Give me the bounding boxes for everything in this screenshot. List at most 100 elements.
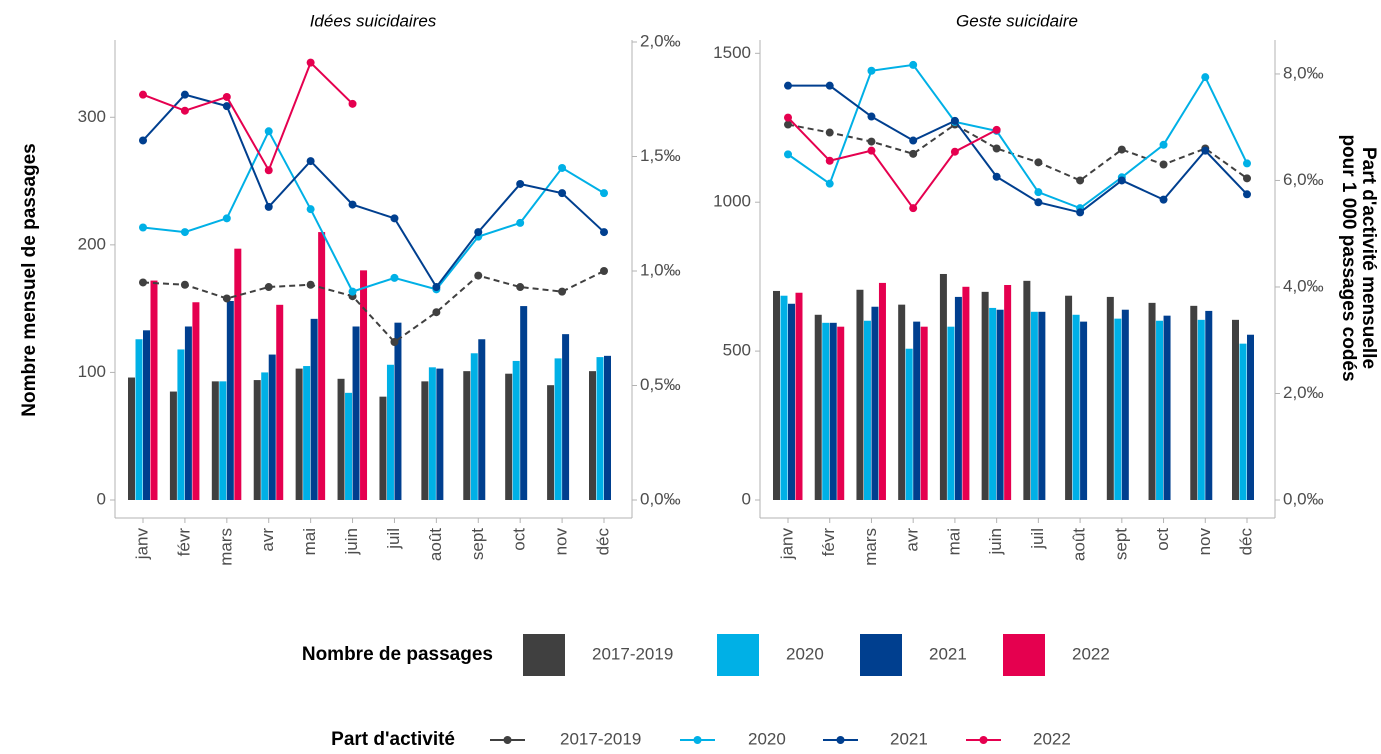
line-point [950,147,959,156]
legend-label: 2021 [929,644,967,663]
legend-label: 2017-2019 [592,644,673,663]
bar [989,307,997,500]
line-point [1243,174,1251,183]
y2-tick-label: 1,0‰ [640,260,681,279]
line-point [516,283,525,292]
line-point [432,308,441,317]
line-point [909,60,918,69]
line-point [432,283,441,292]
line [142,93,605,289]
line-point [1034,158,1043,167]
bar [261,372,269,500]
line-point [390,337,399,346]
bar [386,364,394,500]
line [142,60,354,173]
bar [1190,305,1198,500]
bar [939,273,947,500]
y2-tick-label: 8,0‰ [1283,63,1324,82]
bar [226,300,234,500]
legend-label: 2017-2019 [560,729,641,748]
bar [128,377,135,500]
x-tick-label: nov [552,528,571,556]
line-point [474,271,483,280]
bar [211,381,219,500]
line-point [867,146,876,155]
line-point [180,280,189,289]
x-tick-label: déc [593,528,612,556]
y2-tick-label: 0,0‰ [640,489,681,508]
bar [562,334,570,500]
line-point [139,278,147,287]
line-point [950,116,959,125]
bar [428,367,436,500]
line-point [867,137,876,146]
bar [463,371,471,500]
bar [554,358,562,500]
bar [310,318,318,500]
line-point [1076,208,1085,217]
line-point [909,136,918,145]
y2-tick-label: 0,5‰ [640,375,681,394]
legend-title: Nombre de passages [302,644,493,665]
bar [1247,334,1254,500]
panel-title: Geste suicidaire [956,11,1078,30]
line-point [139,223,147,232]
legend-label: 2020 [748,729,786,748]
x-tick-label: juin [342,528,361,555]
bar [962,286,970,500]
y-tick-label: 300 [78,107,106,126]
line [142,129,605,293]
x-tick-label: juil [1028,528,1047,550]
bar [337,378,345,500]
line-point [306,280,315,289]
y2-tick-label: 2,0‰ [640,31,681,50]
bar [352,326,360,500]
line-point [222,92,231,101]
line-point [1243,159,1251,168]
line-point [222,214,231,223]
y-tick-label: 200 [78,234,106,253]
legend-point [503,736,512,744]
line-point [516,218,525,227]
line-point [600,267,608,275]
bar [822,322,830,500]
bar [143,330,150,500]
legend-swatch [717,634,759,676]
line-point [784,81,792,90]
bar [512,360,520,500]
x-tick-label: oct [510,528,529,551]
bar [920,326,928,500]
line-point [474,228,483,237]
x-tick-label: janv [132,528,151,561]
bar [898,304,906,500]
y-axis-title: Nombre mensuel de passages [19,143,40,417]
line-point [867,66,876,75]
legend-point [693,736,702,744]
bar [295,368,303,500]
line [142,270,605,344]
bar [795,292,803,500]
x-tick-label: avr [258,528,277,552]
bar [1163,315,1171,500]
x-tick-label: sept [1111,528,1130,560]
legend-point [836,736,845,744]
line-point [1117,176,1126,185]
line-point [992,144,1001,153]
bar [996,309,1004,500]
bar [863,320,871,500]
line-point [264,166,273,175]
line-point [222,294,231,303]
bar [505,373,513,500]
legend-label: 2021 [890,729,928,748]
panel-title: Idées suicidaires [310,11,437,30]
y2-axis-title: pour 1 000 passages codés [1338,134,1359,381]
line-point [825,81,834,90]
legend-swatch [1003,634,1045,676]
line-point [909,204,918,213]
line-point [784,113,792,122]
bar [1023,280,1031,500]
bar [436,368,444,500]
line-point [348,99,357,108]
legend-label: 2022 [1072,644,1110,663]
